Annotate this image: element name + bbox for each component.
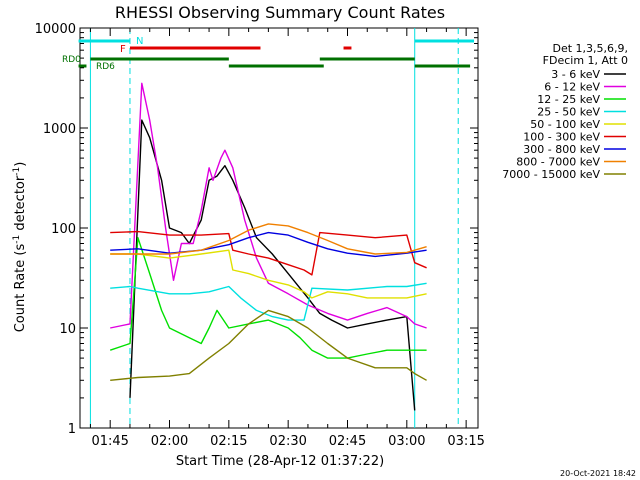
night-flag-label: N [136, 36, 143, 47]
y-tick-label: 100 [51, 222, 76, 237]
plot-frame [79, 27, 479, 429]
legend-header: FDecim 1, Att 0 [543, 54, 628, 67]
x-tick-label: 02:30 [269, 434, 306, 449]
series-line-6 [110, 231, 427, 258]
legend-entry-label: 300 - 800 keV [523, 143, 600, 156]
legend-entry-label: 6 - 12 keV [544, 81, 600, 94]
y-tick-label: 1 [68, 422, 76, 437]
x-axis-label: Start Time (28-Apr-12 01:37:22) [176, 454, 384, 469]
legend-entry-label: 12 - 25 keV [537, 93, 600, 106]
legend-entry-label: 100 - 300 keV [523, 131, 600, 144]
x-tick-label: 03:00 [388, 434, 425, 449]
x-tick-label: 02:00 [151, 434, 188, 449]
legend-entry-label: 800 - 7000 keV [516, 156, 600, 169]
legend-entry-label: 3 - 6 keV [551, 68, 600, 81]
y-tick-label: 1000 [43, 122, 76, 137]
chart-title: RHESSI Observing Summary Count Rates [115, 3, 445, 22]
rd0-flag-label: RD0 [62, 55, 81, 65]
x-tick-label: 02:15 [210, 434, 247, 449]
render-timestamp: 20-Oct-2021 18:42 [560, 469, 636, 478]
series-line-1 [110, 82, 427, 329]
series-line-4 [110, 249, 427, 299]
x-tick-label: 02:45 [329, 434, 366, 449]
series-line-5 [110, 230, 427, 276]
flare-flag-label: F [120, 44, 126, 55]
y-tick-label: 10000 [35, 22, 76, 37]
y-axis-label: Count Rate (s-1 detector-1) [12, 162, 28, 333]
legend-entry-label: 25 - 50 keV [537, 106, 600, 119]
legend-entry-label: 50 - 100 keV [530, 118, 600, 131]
rd6-flag-label: RD6 [96, 62, 115, 72]
x-tick-label: 03:15 [447, 434, 484, 449]
series-line-3 [110, 282, 427, 321]
x-tick-label: 01:45 [91, 434, 128, 449]
legend-entry-label: 7000 - 15000 keV [502, 168, 600, 181]
y-tick-label: 10 [59, 322, 76, 337]
series-line-8 [110, 309, 427, 381]
legend-header: Det 1,3,5,6,9, [552, 42, 628, 55]
series-line-7 [110, 223, 427, 255]
